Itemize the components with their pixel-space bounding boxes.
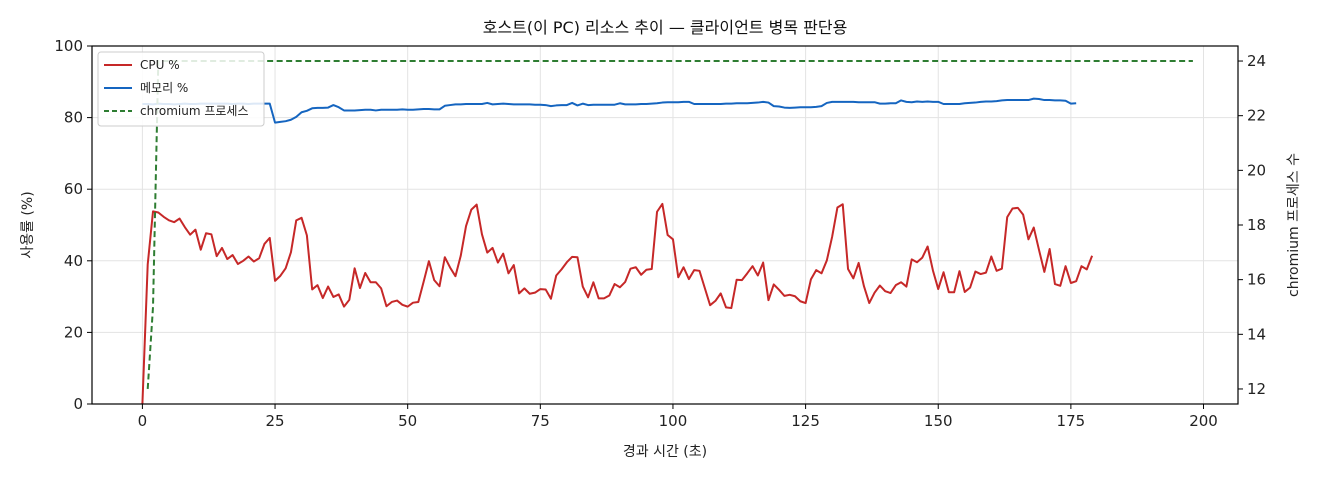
legend-label-chromium: chromium 프로세스 [140, 104, 249, 118]
y2-tick-label: 22 [1247, 107, 1266, 125]
legend: CPU % 메모리 % chromium 프로세스 [97, 51, 265, 127]
x-tick-label: 50 [398, 412, 417, 430]
legend-box [97, 51, 265, 127]
y2-tick-label: 16 [1247, 271, 1266, 289]
y2-tick-label: 24 [1247, 52, 1266, 70]
series-layer [141, 60, 1193, 405]
y-tick-label: 40 [64, 252, 83, 270]
axes: 0 25 50 75 100 125 150 175 200 0 20 40 60 80 100 12 14 16… [54, 37, 1266, 430]
y-axis-label: 사용률 (%) [20, 191, 36, 258]
x-tick-label: 150 [924, 412, 953, 430]
legend-label-memory: 메모리 % [140, 81, 188, 95]
y2-tick-label: 14 [1247, 325, 1266, 343]
x-axis-label: 경과 시간 (초) [623, 444, 707, 460]
y2-tick-label: 18 [1247, 216, 1266, 234]
y2-axis-label: chromium 프로세스 수 [1286, 153, 1302, 297]
y-tick-label: 100 [54, 37, 83, 55]
chromium-series-line [146, 60, 1193, 390]
cpu-series-line [141, 202, 1094, 405]
y-tick-label: 0 [73, 395, 83, 413]
x-tick-label: 200 [1189, 412, 1218, 430]
x-tick-label: 175 [1057, 412, 1086, 430]
x-tick-label: 75 [531, 412, 550, 430]
x-tick-label: 25 [265, 412, 284, 430]
chart-title: 호스트(이 PC) 리소스 추이 — 클라이언트 병목 판단용 [483, 18, 848, 37]
x-tick-label: 100 [659, 412, 688, 430]
y-tick-label: 80 [64, 109, 83, 127]
y2-tick-label: 12 [1247, 380, 1266, 398]
memory-series-line [142, 97, 1077, 124]
legend-label-cpu: CPU % [140, 58, 180, 72]
y-tick-label: 60 [64, 180, 83, 198]
x-tick-label: 125 [791, 412, 820, 430]
y2-tick-label: 20 [1247, 161, 1266, 179]
x-tick-label: 0 [138, 412, 148, 430]
y-tick-label: 20 [64, 323, 83, 341]
